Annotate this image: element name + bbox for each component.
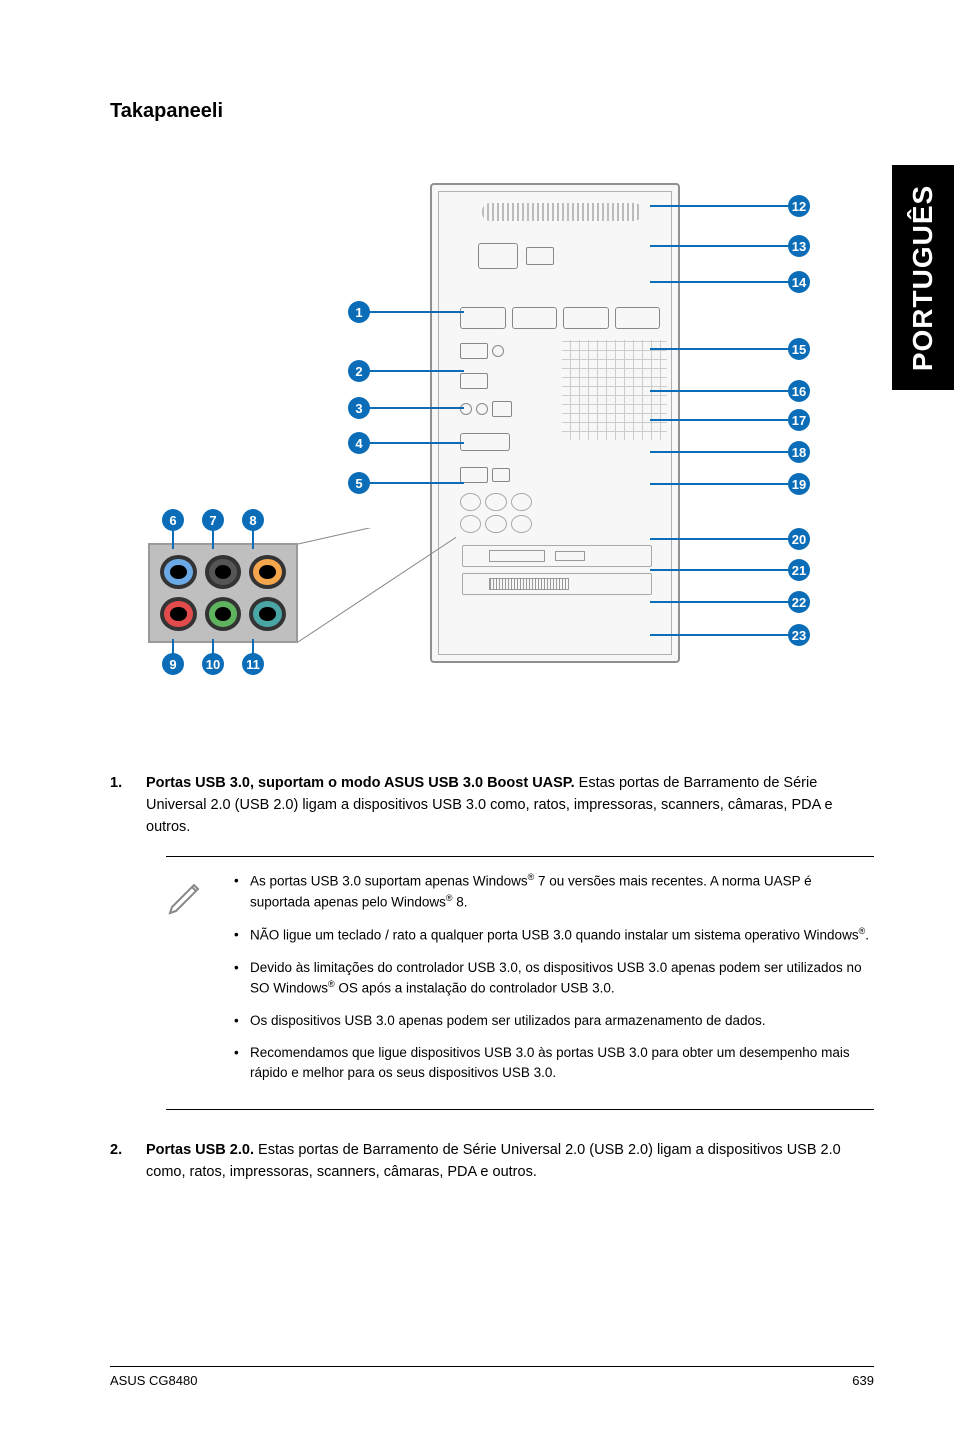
callout-6: 6 <box>162 509 184 531</box>
callout-lead <box>650 419 790 421</box>
callout-16: 16 <box>788 380 810 402</box>
list-num: 2. <box>110 1140 146 1184</box>
jack-line-out <box>205 597 242 631</box>
page-title: Takapaneeli <box>110 100 874 123</box>
callout-9: 9 <box>162 653 184 675</box>
callout-14: 14 <box>788 271 810 293</box>
language-tab-text: PORTUGUÊS <box>907 184 939 370</box>
callout-lead <box>212 639 214 655</box>
callout-2: 2 <box>348 360 370 382</box>
callout-lead <box>368 442 464 444</box>
callout-20: 20 <box>788 528 810 550</box>
callout-lead <box>172 531 174 549</box>
note-list: As portas USB 3.0 suportam apenas Window… <box>232 871 874 1095</box>
expansion-slots <box>460 307 660 329</box>
psu-row <box>478 243 568 269</box>
callout-lead <box>650 451 790 453</box>
callout-18: 18 <box>788 441 810 463</box>
pci-cards <box>462 545 652 615</box>
callout-13: 13 <box>788 235 810 257</box>
callout-lead <box>212 531 214 549</box>
callout-8: 8 <box>242 509 264 531</box>
callout-12: 12 <box>788 195 810 217</box>
list-text: Portas USB 3.0, suportam o modo ASUS USB… <box>146 773 874 838</box>
callout-4: 4 <box>348 432 370 454</box>
rear-panel-diagram: 1234512131415161718192021222367891011 <box>130 183 850 713</box>
callout-lead <box>650 634 790 636</box>
footer-page-number: 639 <box>852 1373 874 1388</box>
note-item: As portas USB 3.0 suportam apenas Window… <box>232 871 874 913</box>
page-footer: ASUS CG8480 639 <box>110 1366 874 1388</box>
callout-lead <box>650 281 790 283</box>
callout-11: 11 <box>242 653 264 675</box>
chassis-outline <box>430 183 680 663</box>
list-num: 1. <box>110 773 146 838</box>
callout-7: 7 <box>202 509 224 531</box>
callout-lead <box>650 601 790 603</box>
note-box: As portas USB 3.0 suportam apenas Window… <box>166 856 874 1110</box>
callout-10: 10 <box>202 653 224 675</box>
callout-lead <box>252 531 254 549</box>
top-vent <box>482 203 642 221</box>
audio-jacks-zoom <box>148 543 298 643</box>
callout-lead <box>172 639 174 655</box>
callout-1: 1 <box>348 301 370 323</box>
callout-23: 23 <box>788 624 810 646</box>
power-switch <box>526 247 554 265</box>
callout-lead <box>368 370 464 372</box>
callout-21: 21 <box>788 559 810 581</box>
callout-lead <box>650 538 790 540</box>
jack-center <box>249 555 286 589</box>
callout-lead <box>650 348 790 350</box>
callout-lead <box>368 482 464 484</box>
callout-3: 3 <box>348 397 370 419</box>
callout-17: 17 <box>788 409 810 431</box>
callout-15: 15 <box>788 338 810 360</box>
list-item-2: 2. Portas USB 2.0. Estas portas de Barra… <box>110 1140 874 1184</box>
list-item-1: 1. Portas USB 3.0, suportam o modo ASUS … <box>110 773 874 838</box>
list-text: Portas USB 2.0. Estas portas de Barramen… <box>146 1140 874 1184</box>
jack-side <box>249 597 286 631</box>
footer-model: ASUS CG8480 <box>110 1373 197 1388</box>
callout-lead <box>368 407 464 409</box>
callout-lead <box>650 483 790 485</box>
callout-19: 19 <box>788 473 810 495</box>
audio-jacks-small <box>460 493 532 533</box>
callout-lead <box>650 245 790 247</box>
language-tab: PORTUGUÊS <box>892 165 954 390</box>
note-item: Devido às limitações do controlador USB … <box>232 958 874 999</box>
jack-rear <box>205 555 242 589</box>
note-item: Recomendamos que ligue dispositivos USB … <box>232 1043 874 1084</box>
note-item: NÃO ligue um teclado / rato a qualquer p… <box>232 925 874 946</box>
callout-22: 22 <box>788 591 810 613</box>
jack-line-in <box>160 555 197 589</box>
callout-5: 5 <box>348 472 370 494</box>
callout-lead <box>650 205 790 207</box>
callout-lead <box>650 569 790 571</box>
callout-lead <box>368 311 464 313</box>
callout-lead <box>650 390 790 392</box>
callout-lead <box>252 639 254 655</box>
note-item: Os dispositivos USB 3.0 apenas podem ser… <box>232 1011 874 1031</box>
power-socket <box>478 243 518 269</box>
jack-mic <box>160 597 197 631</box>
pencil-icon <box>166 871 208 1095</box>
